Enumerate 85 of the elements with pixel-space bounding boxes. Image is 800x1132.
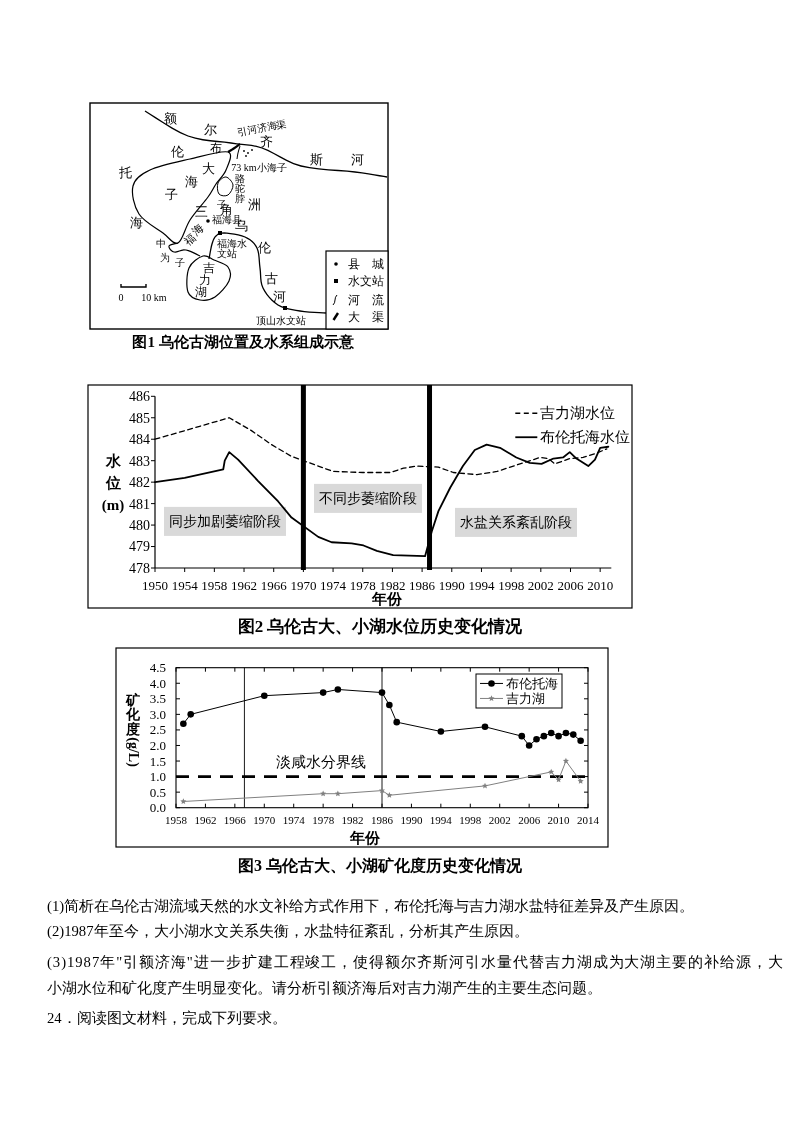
text: 伦 [170,143,184,159]
x-tick-label: 1954 [171,578,199,593]
y-tick-label: 4.0 [149,675,166,691]
text: 图1 乌伦古湖位置及水系组成示意 [132,334,355,350]
y-tick-label: 478 [129,560,150,576]
x-axis-title: 年份 [371,591,403,607]
text: 吉力湖 [195,261,215,300]
x-tick-label: 1994 [429,814,453,826]
text: 水文站 [348,274,384,289]
annotation: 水盐关系紊乱阶段 [460,514,572,530]
text: 顶山水文站 [256,314,306,326]
text: 布 [210,141,222,156]
x-tick-label: 2010 [587,578,614,593]
y-axis-title: 矿化度(g/L) [124,691,141,768]
text: 河流 [348,293,384,308]
x-tick-label: 1966 [223,814,247,826]
text: 73 km小海子 [231,161,287,173]
y-tick-label: 480 [129,517,150,533]
x-tick-label: 1998 [498,578,525,593]
text: (1)简析在乌伦古湖流域天然的水文补给方式作用下，布伦托海与吉力湖水盐特征差异及产生原因。 [47,898,695,915]
y-tick-label: 1.5 [149,753,166,769]
x-tick-label: 1974 [282,814,306,826]
x-tick-label: 1970 [253,814,276,826]
x-tick-label: 1978 [349,578,376,593]
text: 图2 乌伦古大、小湖水位历史变化情况 [237,617,524,636]
y-tick-label: 483 [129,453,150,469]
x-tick-label: 1998 [459,814,482,826]
text: 福海水文站 [217,237,247,259]
x-tick-label: 1950 [142,578,168,593]
text: 海 [129,214,143,230]
x-tick-label: 1990 [400,814,423,826]
y-tick-label: 4.5 [149,660,166,676]
legend-label: 布伦托海 [506,676,558,691]
x-tick-label: 1982 [379,578,406,593]
text: 24．阅读图文材料，完成下列要求。 [47,1010,287,1026]
y-tick-label: 2.5 [149,722,166,738]
x-tick-label: 1990 [438,578,465,593]
text: 10 km [141,291,167,303]
text: 图3 乌伦古大、小湖矿化度历史变化情况 [238,856,523,874]
y-tick-label: 1.0 [149,769,166,785]
text: (3)1987年"引额济海"进一步扩建工程竣工，使得额尔齐斯河引水量代替吉力湖成为大湖主要的补给源，大小湖水位和矿化度产生明显变化。请分析引额济海后对吉力湖产生的主要生态问题。 [47,954,783,996]
x-tick-label: 1978 [312,814,335,826]
y-tick-label: 3.0 [149,706,166,722]
x-tick-label: 1958 [201,578,228,593]
x-tick-label: 1986 [371,814,394,826]
y-tick-label: 3.5 [149,691,166,707]
y-tick-label: 481 [129,496,150,512]
legend-label: 布伦托海水位 [540,429,631,446]
x-tick-label: 1974 [320,578,347,593]
x-axis-title: 年份 [349,830,381,846]
y-axis-title: 水位(m) [101,453,125,515]
ref-line-label: 淡咸水分界线 [276,753,366,770]
y-tick-label: 486 [129,389,150,405]
x-tick-label: 2006 [518,814,541,826]
y-tick-label: 484 [129,432,150,448]
x-tick-label: 2002 [488,814,511,826]
legend-label: 吉力湖水位 [540,405,616,422]
y-tick-label: 0.5 [149,784,166,800]
annotation: 同步加剧萎缩阶段 [169,513,281,529]
x-tick-label: 2010 [547,814,571,826]
x-tick-label: 2002 [527,578,554,593]
text: 福海 [182,221,207,248]
x-tick-label: 1962 [231,578,258,593]
text: 0 [118,291,124,303]
x-tick-label: 1994 [468,578,495,593]
text: 大渠 [348,310,384,325]
y-tick-label: 2.0 [149,738,166,754]
x-tick-label: 2014 [577,814,600,826]
legend-label: 吉力湖 [506,691,545,706]
text: 大海子 [164,160,215,202]
x-tick-label: 1986 [409,578,436,593]
y-tick-label: 482 [129,475,150,491]
annotation: 不同步萎缩阶段 [319,490,417,506]
x-tick-label: 1958 [165,814,188,826]
text: (2)1987年至今，大小湖水文关系失衡，水盐特征紊乱，分析其产生原因。 [47,923,529,940]
x-tick-label: 2006 [557,578,584,593]
x-tick-label: 1970 [290,578,317,593]
x-tick-label: 1982 [341,814,364,826]
text: 托 [117,164,132,180]
y-tick-label: 485 [129,410,150,426]
x-tick-label: 1966 [260,578,288,593]
x-tick-label: 1962 [194,814,217,826]
y-tick-label: 0.0 [149,800,166,816]
text: 县城 [348,257,384,272]
y-tick-label: 479 [129,539,150,555]
